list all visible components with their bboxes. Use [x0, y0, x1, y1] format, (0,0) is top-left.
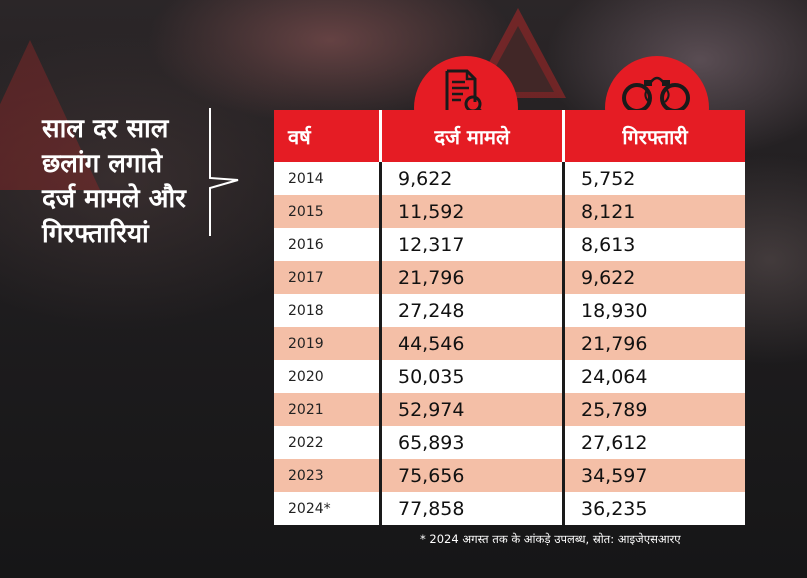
- table-row: 2021 52,974 25,789: [274, 393, 745, 426]
- cell-arrests: 9,622: [562, 261, 745, 294]
- table-row: 2014 9,622 5,752: [274, 162, 745, 195]
- cell-arrests: 27,612: [562, 426, 745, 459]
- cell-cases: 65,893: [379, 426, 562, 459]
- cell-cases: 44,546: [379, 327, 562, 360]
- cell-arrests: 5,752: [562, 162, 745, 195]
- cell-year: 2021: [288, 401, 324, 418]
- table-row: 2024* 77,858 36,235: [274, 492, 745, 525]
- cell-year: 2020: [288, 368, 324, 385]
- cell-cases: 11,592: [379, 195, 562, 228]
- table-row: 2019 44,546 21,796: [274, 327, 745, 360]
- cell-year: 2019: [288, 335, 324, 352]
- data-table: वर्ष दर्ज मामले गिरफ्तारी 2014 9,622 5,752…: [274, 110, 745, 525]
- cell-year: 2023: [288, 467, 324, 484]
- cell-arrests: 18,930: [562, 294, 745, 327]
- headline: साल दर साल छलांग लगाते दर्ज मामले और गिर…: [42, 112, 212, 252]
- cell-cases: 21,796: [379, 261, 562, 294]
- headline-line: साल दर साल: [42, 114, 169, 144]
- table-row: 2023 75,656 34,597: [274, 459, 745, 492]
- table-row: 2015 11,592 8,121: [274, 195, 745, 228]
- cell-cases: 52,974: [379, 393, 562, 426]
- cell-arrests: 24,064: [562, 360, 745, 393]
- cell-year: 2014: [288, 170, 324, 187]
- cell-year: 2024*: [288, 500, 331, 517]
- table-row: 2016 12,317 8,613: [274, 228, 745, 261]
- header-cases: दर्ज मामले: [379, 110, 562, 162]
- headline-line: गिरफ्तारियां: [42, 219, 149, 249]
- cell-cases: 12,317: [379, 228, 562, 261]
- cell-year: 2015: [288, 203, 324, 220]
- cell-arrests: 36,235: [562, 492, 745, 525]
- cell-year: 2022: [288, 434, 324, 451]
- footnote: * 2024 अगस्त तक के आंकड़े उपलब्ध, स्रोत:…: [420, 532, 681, 546]
- cell-arrests: 34,597: [562, 459, 745, 492]
- table-row: 2020 50,035 24,064: [274, 360, 745, 393]
- header-year: वर्ष: [288, 124, 311, 149]
- cell-year: 2017: [288, 269, 324, 286]
- table-header: वर्ष दर्ज मामले गिरफ्तारी: [274, 110, 745, 162]
- cell-cases: 9,622: [379, 162, 562, 195]
- cell-year: 2018: [288, 302, 324, 319]
- cell-arrests: 21,796: [562, 327, 745, 360]
- cell-cases: 27,248: [379, 294, 562, 327]
- cell-cases: 77,858: [379, 492, 562, 525]
- table-row: 2022 65,893 27,612: [274, 426, 745, 459]
- table-row: 2018 27,248 18,930: [274, 294, 745, 327]
- cell-arrests: 8,121: [562, 195, 745, 228]
- table-body: 2014 9,622 5,752 2015 11,592 8,121 2016 12,317 8…: [274, 162, 745, 525]
- cell-year: 2016: [288, 236, 324, 253]
- cell-cases: 50,035: [379, 360, 562, 393]
- table-row: 2017 21,796 9,622: [274, 261, 745, 294]
- header-arrests: गिरफ्तारी: [562, 110, 745, 162]
- headline-line: दर्ज मामले और: [42, 184, 186, 214]
- cell-arrests: 25,789: [562, 393, 745, 426]
- headline-line: छलांग लगाते: [42, 149, 163, 179]
- cell-cases: 75,656: [379, 459, 562, 492]
- speech-bracket: [209, 108, 239, 236]
- cell-arrests: 8,613: [562, 228, 745, 261]
- warning-sign-background: [0, 40, 100, 190]
